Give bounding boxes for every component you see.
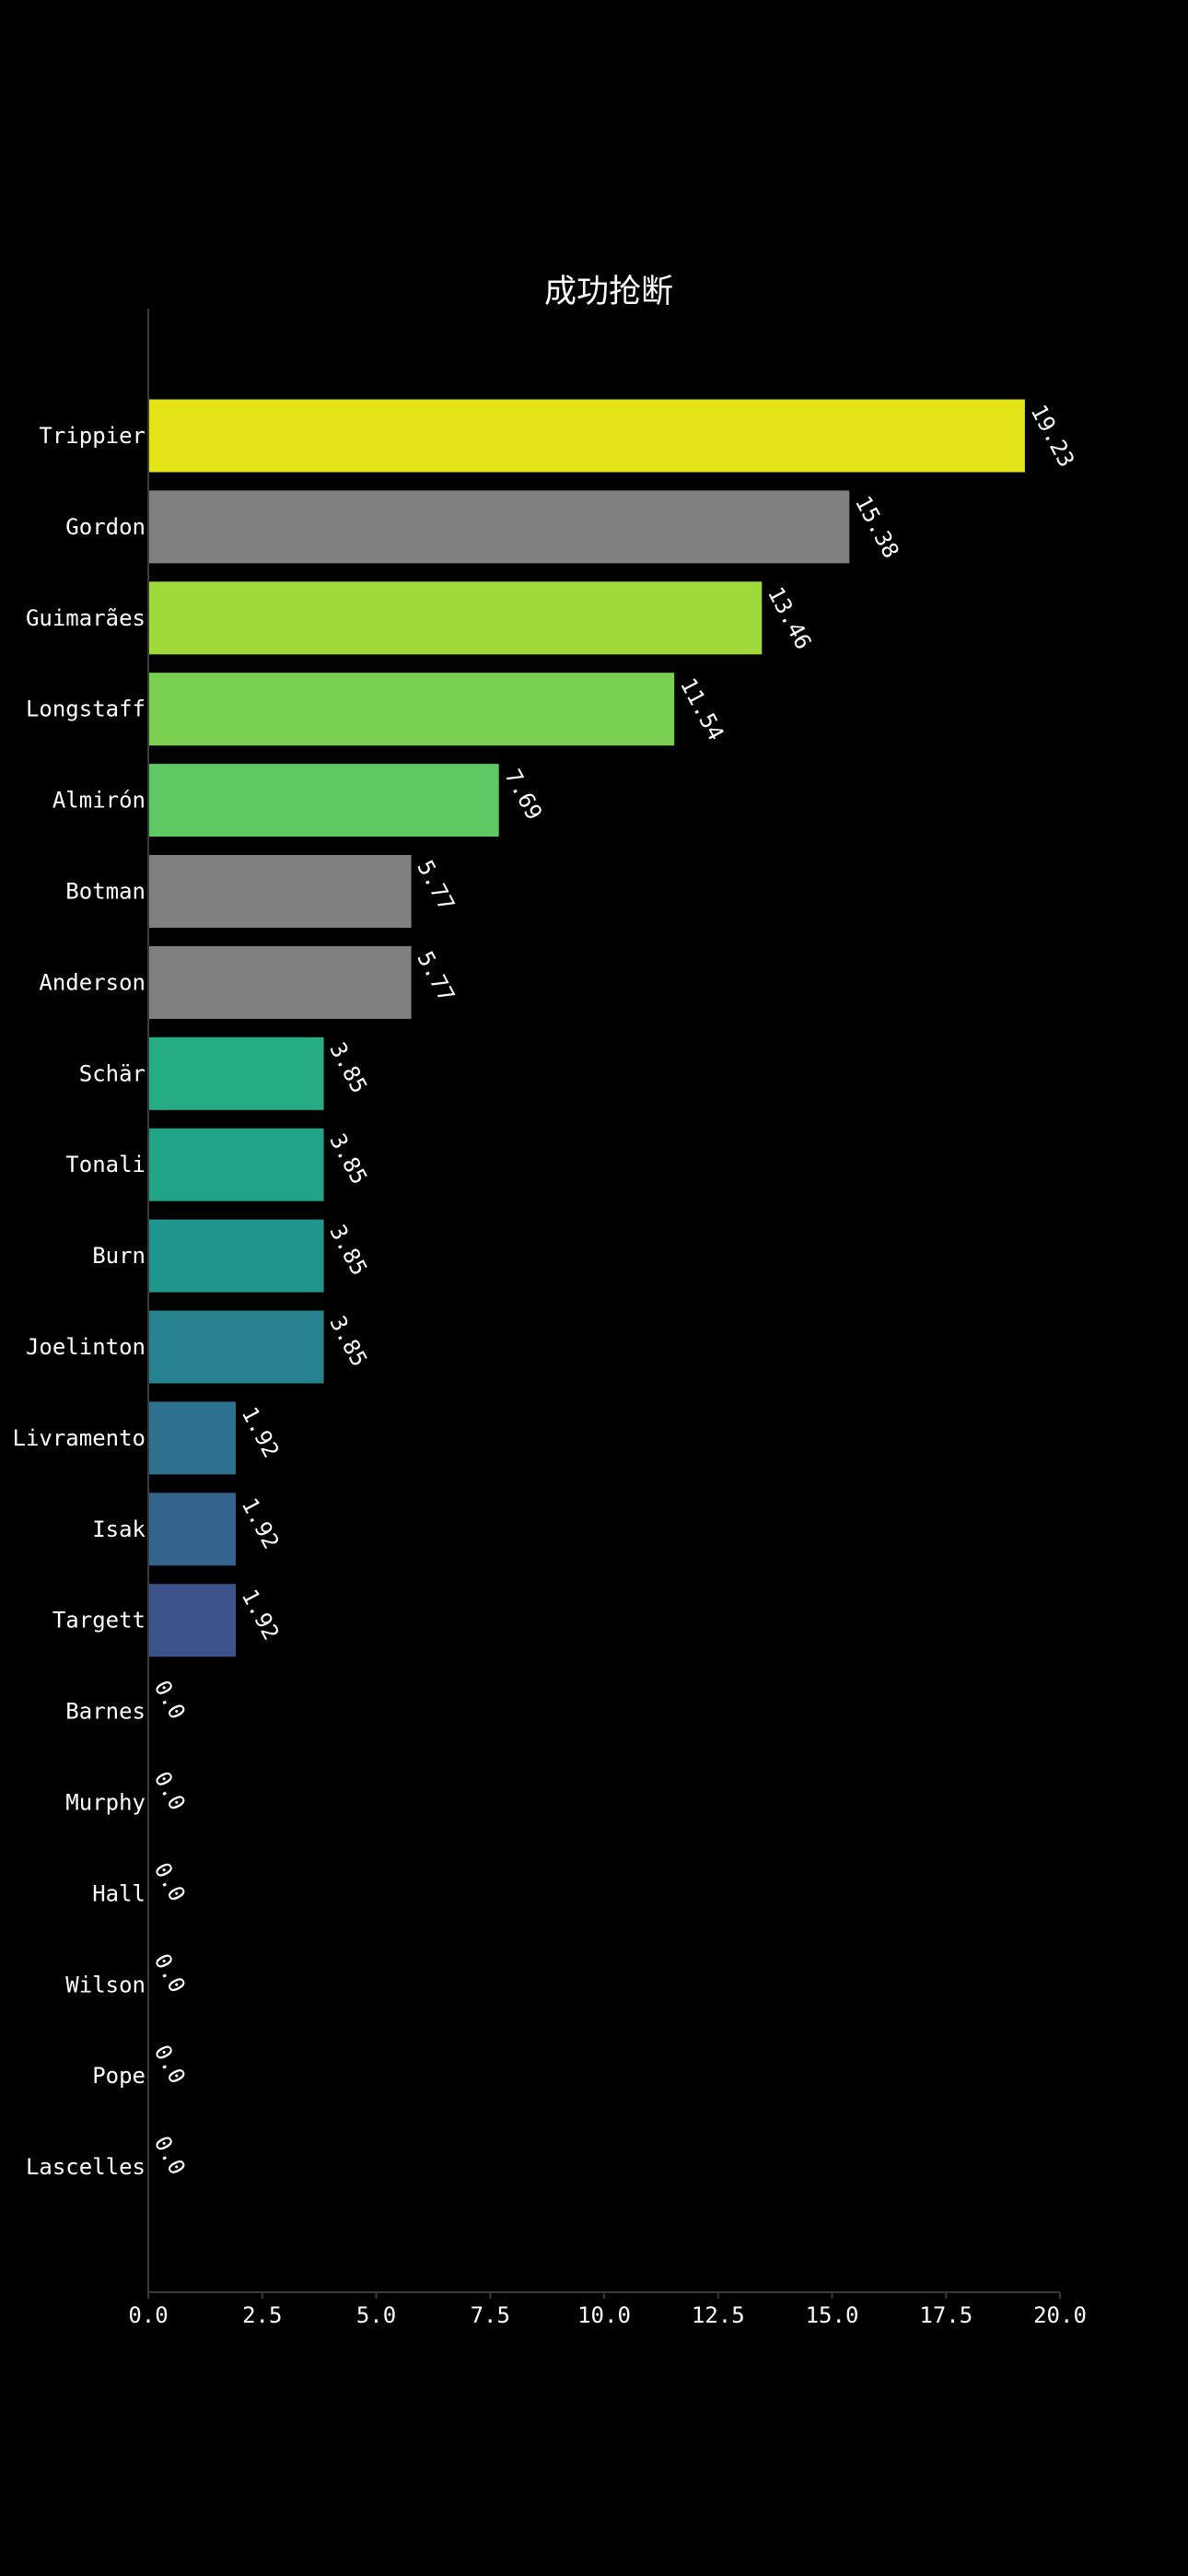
category-label-barnes: Barnes bbox=[65, 1699, 146, 1725]
x-tick-label: 15.0 bbox=[806, 2302, 859, 2328]
value-label-botman: 5.77 bbox=[412, 856, 460, 915]
value-label-gordon: 15.38 bbox=[850, 492, 904, 563]
bar-targett bbox=[148, 1584, 236, 1657]
category-label-lascelles: Lascelles bbox=[26, 2154, 146, 2180]
x-tick-label: 5.0 bbox=[356, 2302, 396, 2328]
x-tick-label: 2.5 bbox=[242, 2302, 282, 2328]
category-label-almiron: Almirón bbox=[52, 788, 146, 814]
value-label-almiron: 7.69 bbox=[499, 765, 547, 824]
bar-tonali bbox=[148, 1128, 324, 1201]
value-label-longstaff: 11.54 bbox=[675, 673, 729, 744]
bar-isak bbox=[148, 1493, 236, 1566]
value-label-wilson: 0.0 bbox=[149, 1950, 191, 1996]
bars-layer bbox=[148, 399, 1025, 1657]
value-label-hall: 0.0 bbox=[149, 1858, 191, 1905]
bar-burn bbox=[148, 1219, 324, 1293]
value-label-barnes: 0.0 bbox=[149, 1676, 191, 1723]
x-tick-label: 7.5 bbox=[471, 2302, 510, 2328]
category-label-gordon: Gordon bbox=[65, 514, 146, 540]
category-label-burn: Burn bbox=[92, 1243, 146, 1269]
category-label-isak: Isak bbox=[92, 1516, 146, 1542]
category-label-guimaraes: Guimarães bbox=[26, 605, 146, 631]
category-label-anderson: Anderson bbox=[39, 969, 146, 995]
value-label-lascelles: 0.0 bbox=[149, 2132, 191, 2179]
value-label-tonali: 3.85 bbox=[324, 1130, 372, 1188]
x-tick-label: 0.0 bbox=[128, 2302, 168, 2328]
value-label-anderson: 5.77 bbox=[412, 947, 460, 1006]
category-label-targett: Targett bbox=[52, 1608, 146, 1633]
value-label-guimaraes: 13.46 bbox=[763, 582, 817, 653]
value-label-schar: 3.85 bbox=[324, 1038, 372, 1097]
category-label-murphy: Murphy bbox=[65, 1790, 146, 1816]
category-label-joelinton: Joelinton bbox=[26, 1334, 146, 1360]
bar-botman bbox=[148, 855, 412, 928]
value-label-pope: 0.0 bbox=[149, 2041, 191, 2088]
bar-longstaff bbox=[148, 673, 675, 746]
category-label-botman: Botman bbox=[65, 879, 146, 905]
bar-livramento bbox=[148, 1401, 236, 1475]
bar-schar bbox=[148, 1036, 324, 1110]
category-label-schar: Schär bbox=[79, 1060, 146, 1086]
bar-gordon bbox=[148, 490, 850, 564]
x-tick-label: 12.5 bbox=[692, 2302, 745, 2328]
category-label-longstaff: Longstaff bbox=[26, 697, 146, 722]
value-label-livramento: 1.92 bbox=[237, 1403, 285, 1462]
category-label-trippier: Trippier bbox=[39, 423, 146, 449]
value-label-murphy: 0.0 bbox=[149, 1767, 191, 1814]
category-label-tonali: Tonali bbox=[65, 1152, 146, 1177]
x-axis-ticks: 0.0 2.5 5.0 7.5 10.0 12.5 15.0 17.5 20.0 bbox=[128, 2292, 1087, 2328]
bar-guimaraes bbox=[148, 581, 763, 655]
category-label-wilson: Wilson bbox=[65, 1972, 146, 1997]
x-tick-label: 17.5 bbox=[919, 2302, 973, 2328]
value-label-targett: 1.92 bbox=[237, 1585, 285, 1644]
chart-title: 成功抢断 bbox=[544, 274, 673, 310]
category-labels: Trippier Gordon Guimarães Longstaff Almirón B… bbox=[13, 423, 146, 2180]
x-tick-label: 10.0 bbox=[577, 2302, 631, 2328]
value-label-isak: 1.92 bbox=[237, 1493, 285, 1552]
value-label-burn: 3.85 bbox=[324, 1221, 372, 1280]
x-tick-label: 20.0 bbox=[1033, 2302, 1087, 2328]
category-label-livramento: Livramento bbox=[13, 1425, 146, 1451]
bar-almiron bbox=[148, 764, 499, 837]
bar-anderson bbox=[148, 945, 412, 1019]
category-label-pope: Pope bbox=[92, 2063, 146, 2089]
bar-trippier bbox=[148, 399, 1025, 473]
category-label-hall: Hall bbox=[92, 1880, 146, 1906]
value-label-trippier: 19.23 bbox=[1026, 401, 1080, 472]
bar-joelinton bbox=[148, 1310, 324, 1384]
value-label-joelinton: 3.85 bbox=[324, 1312, 372, 1371]
